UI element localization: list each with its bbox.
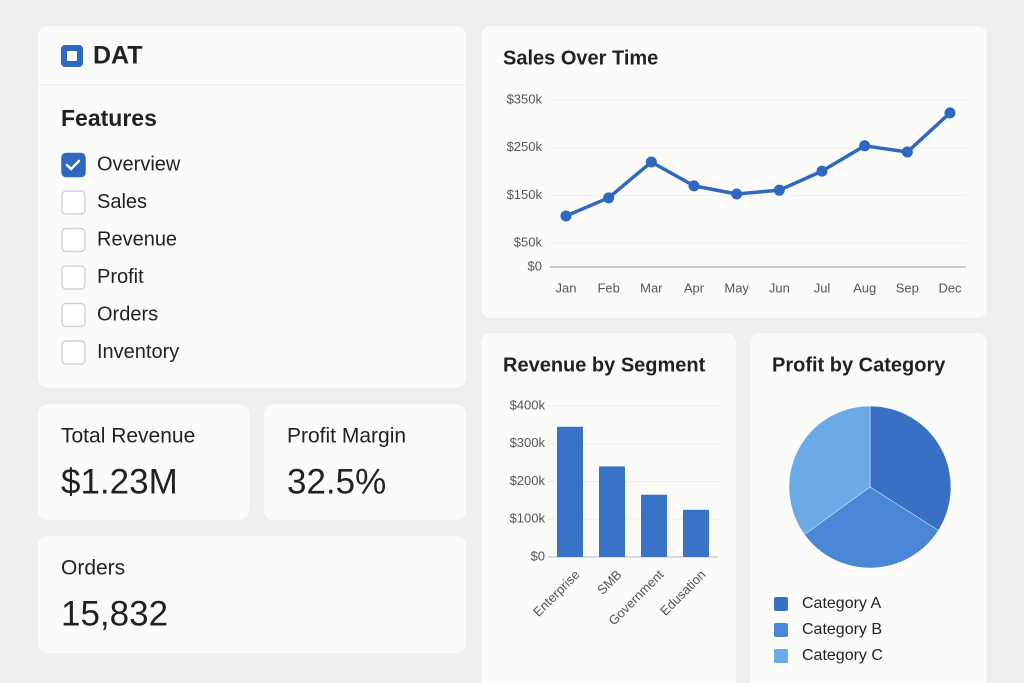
- y-tick-label: $50k: [514, 235, 543, 250]
- y-tick-label: $350k: [507, 91, 543, 106]
- checkbox[interactable]: [61, 190, 86, 215]
- point: [944, 107, 956, 119]
- checkbox[interactable]: [61, 265, 86, 290]
- x-tick-label: Mar: [640, 280, 663, 295]
- sidebar-card: [38, 26, 466, 388]
- app-title: DAT: [93, 42, 143, 70]
- kpi-label: Profit Margin: [287, 425, 406, 448]
- legend-swatch: [774, 649, 788, 663]
- y-tick-label: $100k: [510, 511, 546, 526]
- point: [773, 184, 785, 196]
- y-tick-label: $250k: [507, 139, 543, 154]
- point: [901, 146, 913, 158]
- legend-label: Category B: [802, 621, 882, 638]
- kpi-card: [38, 404, 249, 520]
- bar: [641, 494, 667, 557]
- x-tick-label: Sep: [896, 280, 919, 295]
- x-tick-label: May: [724, 280, 749, 295]
- kpi-value: 32.5%: [287, 462, 386, 501]
- chart-title: Revenue by Segment: [503, 354, 706, 376]
- feature-label[interactable]: Inventory: [97, 341, 179, 363]
- y-tick-label: $0: [528, 258, 542, 273]
- feature-label[interactable]: Overview: [97, 153, 181, 175]
- y-tick-label: $150k: [507, 187, 543, 202]
- legend-swatch: [774, 623, 788, 637]
- feature-label[interactable]: Revenue: [97, 228, 177, 250]
- point: [688, 180, 700, 192]
- x-tick-label: Jan: [556, 280, 577, 295]
- x-tick-label: Dec: [938, 280, 962, 295]
- x-tick-label: Aug: [853, 280, 876, 295]
- x-tick-label: Jul: [814, 280, 831, 295]
- y-tick-label: $200k: [510, 473, 546, 488]
- pie-slice: [869, 405, 952, 531]
- kpi-value: $1.23M: [61, 462, 178, 501]
- bar: [557, 426, 583, 557]
- y-tick-label: $400k: [510, 397, 546, 412]
- pie-slice: [788, 405, 871, 535]
- y-tick-label: $0: [531, 548, 545, 563]
- x-tick-label: Feb: [597, 280, 619, 295]
- point: [645, 156, 657, 168]
- logo-icon-inner: [67, 51, 77, 61]
- kpi-card: [38, 536, 466, 653]
- point: [603, 192, 615, 204]
- chart-title: Sales Over Time: [503, 47, 658, 69]
- chart-title: Profit by Category: [772, 354, 946, 376]
- point: [560, 210, 572, 222]
- legend-label: Category C: [802, 647, 883, 664]
- kpi-value: 15,832: [61, 594, 168, 633]
- point: [816, 165, 828, 177]
- x-tick-label: Apr: [684, 280, 705, 295]
- y-tick-label: $300k: [510, 435, 546, 450]
- section-title: Features: [61, 105, 157, 131]
- feature-label[interactable]: Profit: [97, 266, 144, 288]
- point: [859, 140, 871, 152]
- bar: [683, 509, 709, 557]
- point: [731, 188, 743, 200]
- checkbox[interactable]: [61, 340, 86, 365]
- feature-label[interactable]: Orders: [97, 303, 158, 325]
- checkbox[interactable]: [61, 302, 86, 328]
- x-tick-label: Jun: [769, 280, 790, 295]
- kpi-label: Orders: [61, 557, 125, 580]
- legend-label: Category A: [802, 595, 881, 612]
- checkbox[interactable]: [61, 227, 86, 253]
- line: [565, 111, 952, 218]
- checkmark: [65, 159, 81, 171]
- feature-label[interactable]: Sales: [97, 191, 147, 213]
- kpi-card: [264, 404, 466, 520]
- kpi-label: Total Revenue: [61, 425, 195, 448]
- chart-card: [481, 26, 987, 318]
- bar: [599, 466, 625, 557]
- pie-slice: [804, 486, 939, 569]
- legend-swatch: [774, 597, 788, 611]
